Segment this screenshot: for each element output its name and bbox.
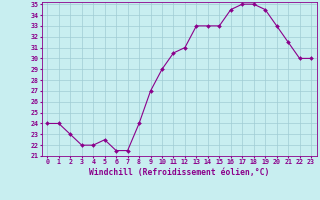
X-axis label: Windchill (Refroidissement éolien,°C): Windchill (Refroidissement éolien,°C) [89, 168, 269, 177]
